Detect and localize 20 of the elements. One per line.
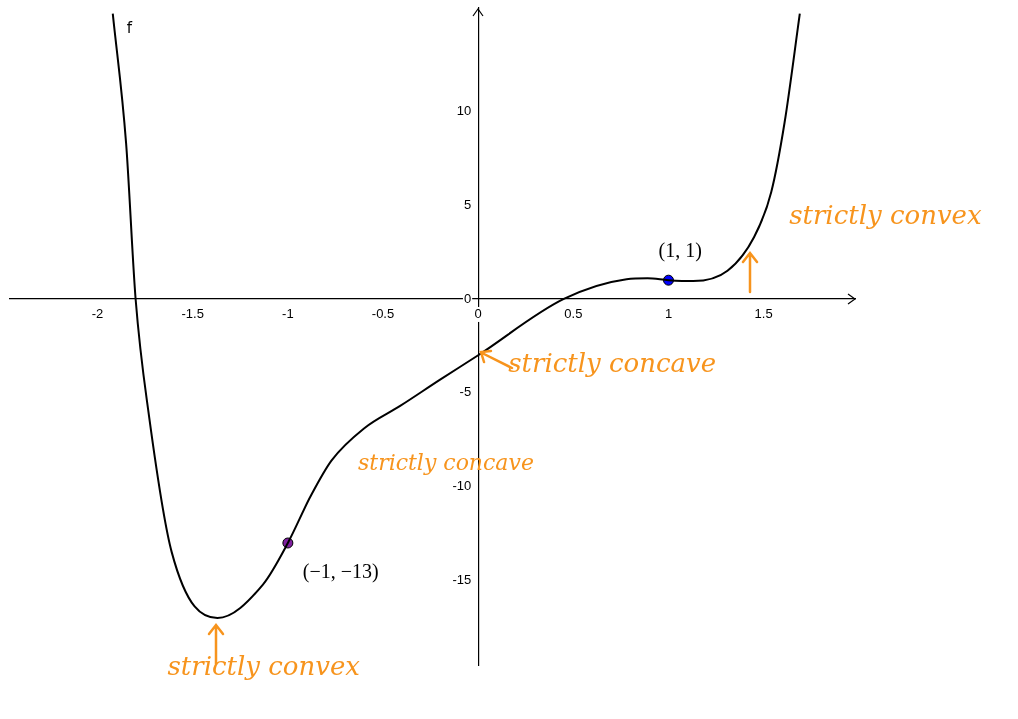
series-label: f	[126, 19, 133, 38]
annotation: (1, 1)	[658, 239, 702, 263]
x-tick-label: -1.5	[181, 306, 204, 322]
x-tick-label: 0.5	[564, 306, 583, 322]
x-tick-label: -1	[282, 306, 294, 322]
y-tick-label: 0	[463, 290, 472, 306]
annotation: strictly convex	[789, 199, 982, 230]
x-tick-label: 1.5	[754, 306, 773, 322]
x-tick-label: -0.5	[371, 306, 395, 322]
y-tick-label: -10	[452, 478, 472, 494]
y-tick-label: -15	[452, 572, 472, 588]
x-tick-label: -2	[91, 306, 104, 322]
annotation: (−1, −13)	[302, 560, 379, 584]
y-tick-label: 5	[463, 196, 472, 212]
annotation: strictly concave	[508, 348, 717, 379]
x-tick-label: 1	[664, 306, 673, 322]
x-tick-label: 0	[474, 306, 482, 322]
y-tick-label: -5	[459, 384, 472, 400]
y-tick-label: 10	[456, 102, 472, 118]
annotation: strictly convex	[167, 650, 361, 681]
